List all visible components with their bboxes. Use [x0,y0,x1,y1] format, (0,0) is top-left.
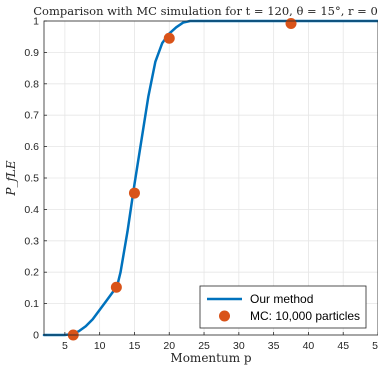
y-tick-label: 0.7 [24,110,39,122]
legend-label-mc: MC: 10,000 particles [250,309,360,323]
legend: Our method MC: 10,000 particles [199,285,367,329]
x-axis-label: Momentum p [170,351,251,365]
x-tick-label: 45 [337,340,349,352]
y-tick-label: 0.9 [24,47,39,59]
chart-title: Comparison with MC simulation for t = 12… [33,4,378,18]
x-tick-label: 5 [62,340,68,352]
x-axis-ticks: 5 10 15 20 25 30 35 40 45 50 [62,332,378,352]
y-tick-label: 0.3 [24,235,39,247]
y-tick-label: 0.2 [24,267,39,279]
x-tick-label: 10 [94,340,106,352]
x-tick-label: 15 [129,340,141,352]
mc-data-point [110,281,122,293]
legend-marker-mc [219,310,230,322]
x-tick-label: 50 [372,340,378,352]
y-axis-label: P_fLE [4,160,18,196]
y-tick-label: 0.4 [24,204,39,216]
legend-box [199,285,367,329]
y-axis-ticks: 0 0.1 0.2 0.3 0.4 0.5 0.6 0.7 0.8 0.9 1 [24,16,47,342]
mc-data-point [285,18,297,30]
y-tick-label: 0.8 [24,78,39,90]
legend-label-our-method: Our method [250,292,313,306]
x-tick-label: 40 [303,340,315,352]
x-tick-label: 25 [198,340,210,352]
mc-data-point [128,187,140,199]
mc-data-point [163,32,175,44]
x-tick-label: 30 [233,340,245,352]
y-tick-label: 0.5 [24,173,39,185]
x-tick-label: 35 [268,340,280,352]
y-tick-label: 1 [33,16,39,28]
y-tick-label: 0.6 [24,141,39,153]
y-tick-label: 0 [33,330,39,342]
y-tick-label: 0.1 [24,298,39,310]
x-tick-label: 20 [163,340,175,352]
